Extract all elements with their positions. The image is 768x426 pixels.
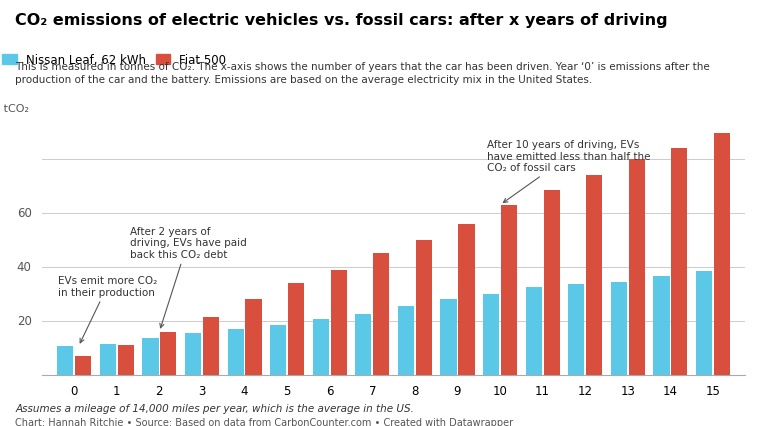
- Text: This is measured in tonnes of CO₂. The x-axis shows the number of years that the: This is measured in tonnes of CO₂. The x…: [15, 62, 710, 85]
- Bar: [373, 254, 389, 375]
- Bar: [398, 306, 414, 375]
- Bar: [525, 288, 541, 375]
- Text: 80 tCO₂: 80 tCO₂: [0, 104, 29, 114]
- Text: CO₂ emissions of electric vehicles vs. fossil cars: after x years of driving: CO₂ emissions of electric vehicles vs. f…: [15, 13, 668, 28]
- Bar: [458, 224, 475, 375]
- Bar: [483, 294, 499, 375]
- Text: After 10 years of driving, EVs
have emitted less than half the
CO₂ of fossil car: After 10 years of driving, EVs have emit…: [487, 140, 650, 203]
- Bar: [161, 332, 177, 375]
- Bar: [654, 276, 670, 375]
- Bar: [415, 240, 432, 375]
- Bar: [611, 282, 627, 375]
- Text: Chart: Hannah Ritchie • Source: Based on data from CarbonCounter.com • Created w: Chart: Hannah Ritchie • Source: Based on…: [15, 417, 514, 426]
- Bar: [57, 347, 73, 375]
- Bar: [671, 149, 687, 375]
- Bar: [185, 333, 201, 375]
- Bar: [330, 270, 347, 375]
- Bar: [441, 299, 457, 375]
- Text: EVs emit more CO₂
in their production: EVs emit more CO₂ in their production: [58, 275, 157, 343]
- Bar: [246, 299, 262, 375]
- Bar: [313, 320, 329, 375]
- Bar: [288, 283, 304, 375]
- Bar: [586, 176, 602, 375]
- Bar: [118, 345, 134, 375]
- Bar: [227, 329, 243, 375]
- Bar: [568, 285, 584, 375]
- Bar: [75, 356, 91, 375]
- Legend: Nissan Leaf, 62 kWh, Fiat 500: Nissan Leaf, 62 kWh, Fiat 500: [2, 54, 226, 66]
- Text: 20: 20: [17, 314, 31, 328]
- Text: Assumes a mileage of 14,000 miles per year, which is the average in the US.: Assumes a mileage of 14,000 miles per ye…: [15, 403, 414, 412]
- Text: 60: 60: [17, 207, 31, 220]
- Bar: [270, 325, 286, 375]
- Bar: [714, 134, 730, 375]
- Bar: [696, 271, 712, 375]
- Bar: [356, 314, 372, 375]
- Bar: [544, 190, 560, 375]
- Bar: [203, 317, 219, 375]
- Bar: [100, 344, 116, 375]
- Bar: [629, 160, 645, 375]
- Bar: [142, 339, 158, 375]
- Text: 40: 40: [17, 261, 31, 274]
- Bar: [501, 205, 517, 375]
- Text: After 2 years of
driving, EVs have paid
back this CO₂ debt: After 2 years of driving, EVs have paid …: [130, 226, 247, 328]
